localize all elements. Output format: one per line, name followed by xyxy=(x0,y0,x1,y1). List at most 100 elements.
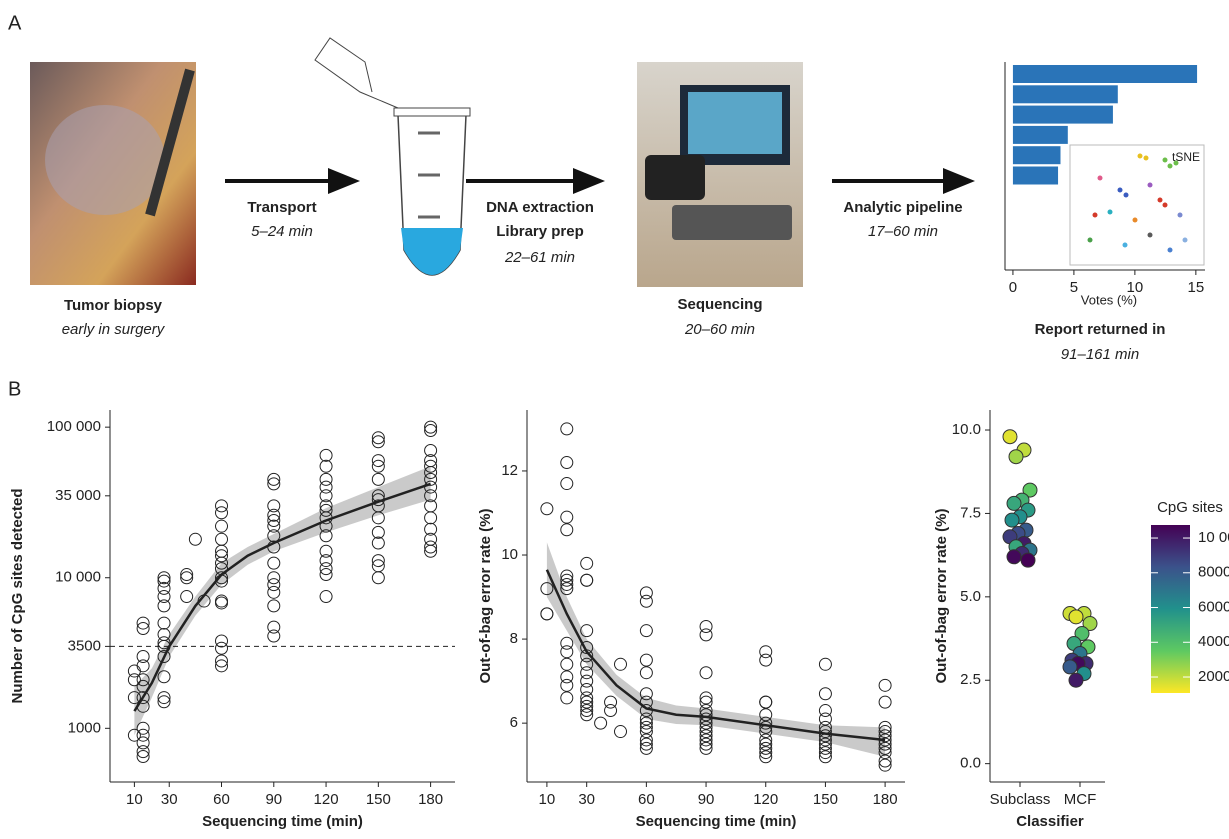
x-tick-label: 120 xyxy=(753,791,778,808)
fit-line xyxy=(134,484,430,711)
point xyxy=(268,500,280,512)
y-tick-label: 10.0 xyxy=(952,421,981,438)
point xyxy=(158,617,170,629)
step-time: 22–61 min xyxy=(504,249,575,266)
x-tick-label: 30 xyxy=(578,791,595,808)
point xyxy=(581,574,593,586)
point xyxy=(561,658,573,670)
point xyxy=(1007,496,1021,510)
bar xyxy=(1013,85,1118,103)
point xyxy=(819,688,831,700)
point xyxy=(216,500,228,512)
point xyxy=(425,425,437,437)
colorbar-tick-label: 6000 xyxy=(1198,598,1229,615)
point xyxy=(137,650,149,662)
point xyxy=(137,617,149,629)
y-tick-label: 5.0 xyxy=(960,588,981,605)
x-axis-label: Sequencing time (min) xyxy=(202,813,363,830)
y-tick-label: 10 000 xyxy=(55,569,101,586)
bar xyxy=(1013,167,1058,185)
bar xyxy=(1013,146,1061,164)
photo-detail xyxy=(688,92,782,154)
confidence-band xyxy=(134,466,430,735)
point xyxy=(372,572,384,584)
x-tick-label: 30 xyxy=(161,791,178,808)
point xyxy=(137,722,149,734)
x-axis-label: Votes (%) xyxy=(1081,292,1137,307)
y-tick-label: 6 xyxy=(510,714,518,731)
point xyxy=(425,512,437,524)
point xyxy=(1021,553,1035,567)
point xyxy=(158,591,170,603)
point xyxy=(320,449,332,461)
y-tick-label: 100 000 xyxy=(47,418,101,435)
colorbar-tick-label: 8000 xyxy=(1198,564,1229,581)
point xyxy=(640,625,652,637)
x-tick-label: 10 xyxy=(126,791,143,808)
point xyxy=(700,629,712,641)
point xyxy=(268,509,280,521)
x-tick-label: 0 xyxy=(1009,279,1017,296)
tube-liquid xyxy=(401,228,463,275)
y-tick-label: 3500 xyxy=(68,637,101,654)
point xyxy=(541,503,553,515)
x-tick-label: 150 xyxy=(813,791,838,808)
inset-label: tSNE xyxy=(1172,150,1200,164)
point xyxy=(320,473,332,485)
point xyxy=(819,658,831,670)
y-tick-label: 8 xyxy=(510,630,518,647)
bar xyxy=(1013,65,1197,83)
point xyxy=(879,696,891,708)
x-tick-label: 90 xyxy=(265,791,282,808)
point xyxy=(640,654,652,666)
point xyxy=(268,630,280,642)
point xyxy=(1069,673,1083,687)
point xyxy=(216,520,228,532)
point xyxy=(561,423,573,435)
point xyxy=(1003,430,1017,444)
colorbar-tick-label: 2000 xyxy=(1198,668,1229,685)
x-tick-label: 15 xyxy=(1188,279,1205,296)
colorbar-tick-label: 10 000 xyxy=(1198,529,1229,546)
x-tick-label: 120 xyxy=(314,791,339,808)
point xyxy=(1005,513,1019,527)
point xyxy=(605,705,617,717)
step-time: 20–60 min xyxy=(684,321,755,338)
point xyxy=(216,533,228,545)
confidence-band xyxy=(547,542,885,756)
point xyxy=(615,726,627,738)
y-tick-label: 7.5 xyxy=(960,504,981,521)
point xyxy=(561,524,573,536)
y-axis-label: Out-of-bag error rate (%) xyxy=(477,508,494,683)
point xyxy=(216,507,228,519)
step-time: 17–60 min xyxy=(868,223,938,240)
step-title: DNA extraction xyxy=(486,199,594,216)
y-axis-label: Number of CpG sites detected xyxy=(9,488,26,703)
point xyxy=(268,557,280,569)
x-tick-label: 180 xyxy=(418,791,443,808)
point xyxy=(181,572,193,584)
point xyxy=(1009,450,1023,464)
point xyxy=(137,660,149,672)
panel-label: B xyxy=(8,378,21,400)
point xyxy=(760,696,772,708)
x-tick-label: 180 xyxy=(873,791,898,808)
colorbar-title: CpG sites xyxy=(1157,499,1223,516)
x-tick-label: MCF xyxy=(1064,791,1097,808)
point xyxy=(541,608,553,620)
point xyxy=(372,473,384,485)
point xyxy=(181,591,193,603)
panel-label: A xyxy=(8,12,22,34)
tube-cap xyxy=(315,38,398,108)
point xyxy=(615,658,627,670)
point xyxy=(216,635,228,647)
y-tick-label: 0.0 xyxy=(960,755,981,772)
y-axis-label: Out-of-bag error rate (%) xyxy=(933,508,950,683)
point xyxy=(216,642,228,654)
point xyxy=(158,575,170,587)
point xyxy=(561,457,573,469)
y-tick-label: 35 000 xyxy=(55,487,101,504)
point xyxy=(137,623,149,635)
point xyxy=(1063,660,1077,674)
point xyxy=(561,692,573,704)
